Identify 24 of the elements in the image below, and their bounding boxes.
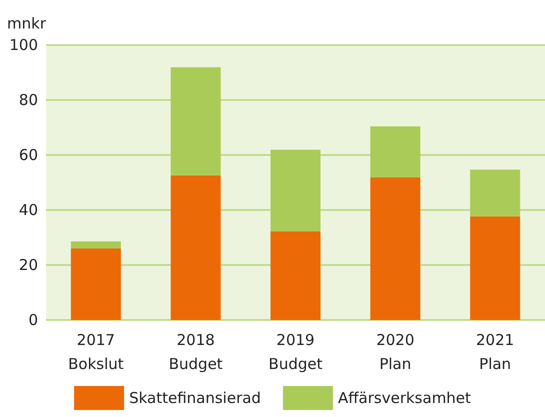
y-tick-label: 40 (18, 201, 38, 219)
bar (70, 248, 121, 320)
bar (470, 216, 520, 320)
y-tick-label: 60 (18, 146, 38, 164)
legend-label: Skattefinansierad (129, 389, 261, 407)
y-axis-title: mnkr (7, 14, 47, 32)
legend-label: Affärsverksamhet (338, 389, 472, 407)
x-tick-label: 2019 Budget (268, 331, 323, 373)
x-tick-label: 2017 Bokslut (68, 331, 124, 373)
bar (170, 175, 221, 320)
bar (270, 150, 320, 232)
x-tick-label: 2021 Plan (476, 331, 514, 373)
y-tick-label: 100 (9, 36, 38, 54)
bar (470, 170, 520, 216)
y-tick-label: 0 (28, 311, 38, 329)
bar (270, 231, 320, 320)
y-tick-label: 80 (18, 91, 38, 109)
bar (70, 241, 121, 248)
bar (170, 67, 221, 176)
bar (370, 126, 420, 178)
bar (370, 178, 420, 320)
x-tick-label: 2018 Budget (168, 331, 223, 373)
y-tick-label: 20 (18, 256, 38, 274)
x-tick-label: 2020 Plan (376, 331, 414, 373)
